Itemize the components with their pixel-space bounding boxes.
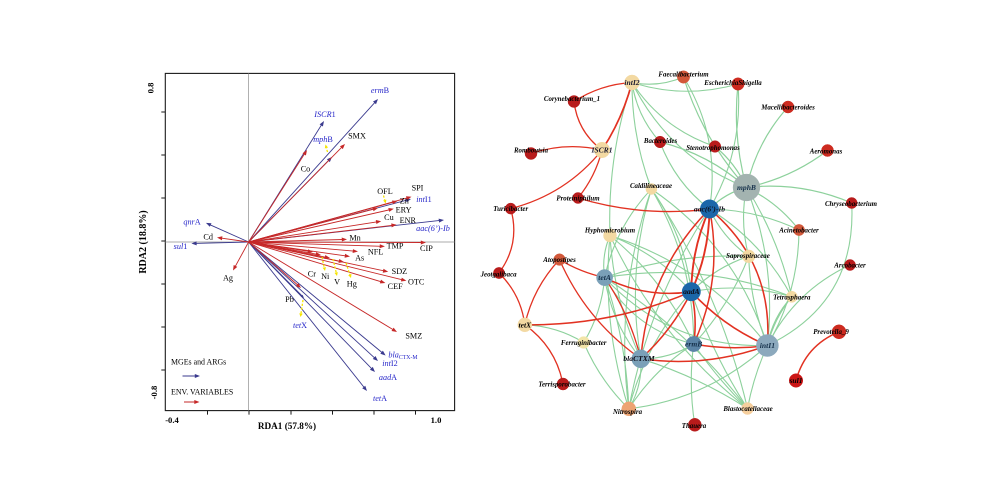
svg-text:Jeotgalibaca: Jeotgalibaca [480,272,518,279]
svg-text:SPI: SPI [412,183,424,192]
svg-text:Zn: Zn [400,197,409,206]
svg-text:Mn: Mn [349,234,360,243]
svg-text:Atopostipes: Atopostipes [542,257,576,264]
svg-text:Turicibacter: Turicibacter [493,206,528,213]
svg-text:mphB: mphB [313,135,333,144]
svg-text:EscherichiaShigella: EscherichiaShigella [703,80,762,87]
svg-text:blaCTXM: blaCTXM [623,354,654,363]
svg-text:aac(6’)-Ib: aac(6’)-Ib [416,224,450,233]
svg-text:0.8: 0.8 [146,82,156,93]
svg-text:Ni: Ni [321,272,330,281]
svg-text:intI1: intI1 [416,195,431,204]
svg-text:-0.4: -0.4 [165,415,179,425]
svg-text:tetA: tetA [373,394,387,403]
svg-text:SMZ: SMZ [405,332,422,341]
svg-text:Romboutsia: Romboutsia [513,148,549,155]
svg-text:intI2: intI2 [624,78,639,87]
svg-text:Chryseobacterium: Chryseobacterium [825,201,878,208]
svg-text:ENR: ENR [400,216,417,225]
svg-text:Stenotrophomonas: Stenotrophomonas [686,145,740,152]
svg-text:tetX: tetX [293,321,307,330]
svg-text:ermB: ermB [371,86,390,95]
svg-text:sul1: sul1 [788,376,802,385]
svg-text:-0.8: -0.8 [149,385,159,399]
svg-text:ENV. VARIABLES: ENV. VARIABLES [171,388,233,397]
svg-text:ISCR1: ISCR1 [590,146,612,155]
svg-text:ermB: ermB [685,340,702,349]
svg-text:Saprospiraceae: Saprospiraceae [726,253,770,260]
svg-text:MGEs and ARGs: MGEs and ARGs [171,358,226,367]
svg-text:tetA: tetA [598,273,611,282]
svg-text:ERY: ERY [396,205,412,214]
svg-text:Faecalibacterium: Faecalibacterium [658,72,709,79]
svg-text:Corynebacterium_1: Corynebacterium_1 [544,96,600,103]
svg-text:Thauera: Thauera [682,423,707,430]
svg-text:aac(6')-Ib: aac(6')-Ib [694,205,725,214]
svg-text:RDA1 (57.8%): RDA1 (57.8%) [258,421,316,431]
svg-text:Cd: Cd [203,232,213,241]
svg-text:sul1: sul1 [174,242,188,251]
svg-text:OTC: OTC [408,278,425,287]
svg-text:TMP: TMP [387,241,404,250]
svg-text:SDZ: SDZ [392,267,407,276]
svg-text:mphB: mphB [737,183,756,192]
svg-text:Hyphomicrobium: Hyphomicrobium [584,228,636,235]
svg-text:tetX: tetX [518,320,532,329]
svg-text:CIP: CIP [420,244,433,253]
svg-text:Co: Co [301,165,311,174]
svg-text:OFL: OFL [377,187,392,196]
svg-text:Tetrasphaera: Tetrasphaera [773,294,811,301]
svg-text:Bacteroides: Bacteroides [643,138,678,145]
svg-text:Cr: Cr [308,269,316,278]
svg-text:Aeromonas: Aeromonas [809,149,843,156]
svg-text:intI2: intI2 [382,359,397,368]
svg-text:As: As [355,254,364,263]
svg-text:RDA2 (18.8%): RDA2 (18.8%) [138,210,149,273]
svg-text:V: V [334,278,340,287]
svg-text:SMX: SMX [348,132,366,141]
svg-text:1.0: 1.0 [431,415,442,425]
svg-text:Nitrospira: Nitrospira [612,409,643,416]
svg-text:Proteiniphilum: Proteiniphilum [556,196,600,203]
svg-text:Cu: Cu [384,213,394,222]
svg-text:Pb: Pb [285,295,294,304]
svg-text:blaCTX-M: blaCTX-M [388,351,417,362]
svg-text:qnrA: qnrA [183,218,200,227]
svg-text:NFL: NFL [368,248,383,257]
svg-text:Terrisporobacter: Terrisporobacter [538,382,586,389]
svg-text:Ferruginibacter: Ferruginibacter [561,340,607,347]
svg-text:Caldilineaceae: Caldilineaceae [630,183,672,190]
svg-text:aadA: aadA [379,373,397,382]
svg-text:Macellibacteroides: Macellibacteroides [760,105,815,112]
svg-text:CEF: CEF [388,282,403,291]
svg-text:Ag: Ag [223,274,233,283]
svg-text:Acinetobacter: Acinetobacter [778,228,819,235]
svg-text:Prevotella_9: Prevotella_9 [813,329,849,336]
svg-text:aadA: aadA [683,287,699,296]
svg-text:intI1: intI1 [760,341,775,350]
svg-text:Blastocatellaceae: Blastocatellaceae [722,406,772,413]
svg-text:Hg: Hg [347,280,357,289]
svg-text:Arcobacter: Arcobacter [833,263,866,270]
svg-text:ISCR1: ISCR1 [313,110,335,119]
